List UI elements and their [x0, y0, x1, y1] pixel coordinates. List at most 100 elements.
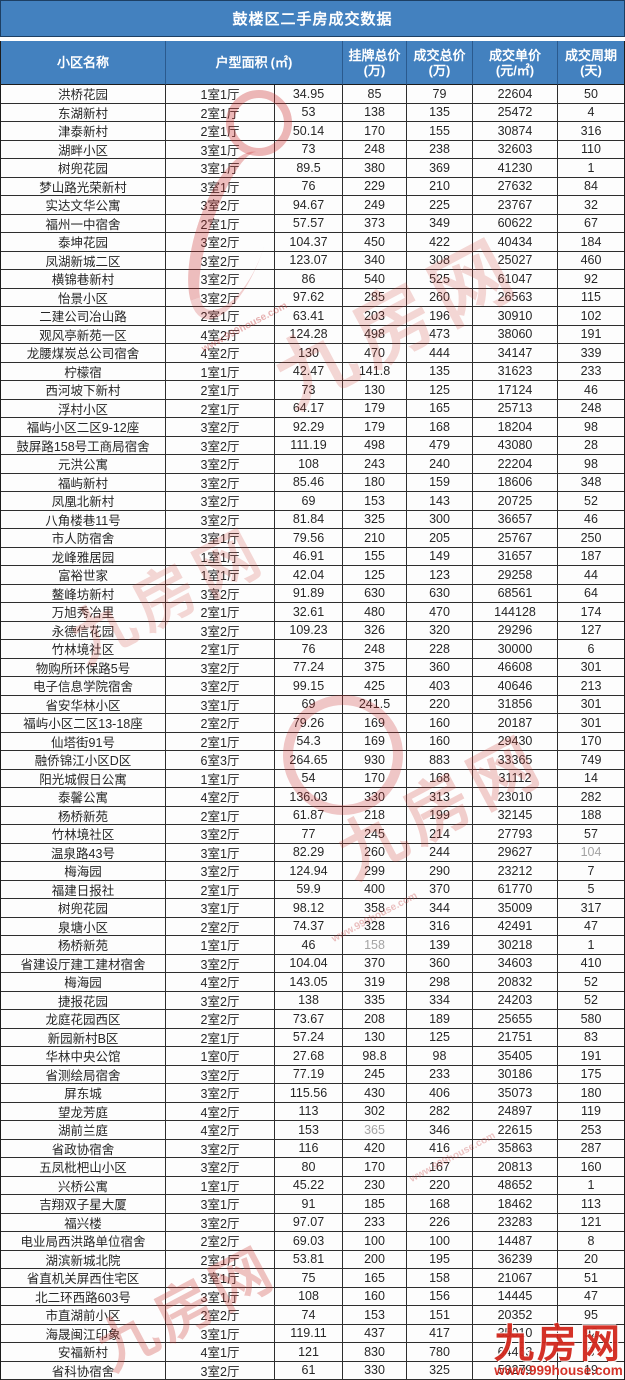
table-cell: 403	[407, 677, 473, 696]
community-name-cell: 福屿小区二区9-12座	[1, 418, 166, 437]
table-cell: 260	[343, 843, 407, 862]
community-name-cell: 富裕世家	[1, 566, 166, 585]
community-name-cell: 海晟闽江印象	[1, 1324, 166, 1343]
table-cell: 245	[343, 825, 407, 844]
table-cell: 3室1厅	[166, 177, 275, 196]
table-cell: 47	[558, 1288, 624, 1306]
table-row: 福屿小区二区13-18座 2室2厅 79.26 169 160 20187 301	[1, 714, 624, 733]
table-row: 省政协宿舍 3室2厅 116 420 416 35863 287	[1, 1139, 624, 1158]
table-cell: 195	[407, 1250, 473, 1269]
community-name-cell: 北二环西路603号	[1, 1287, 166, 1306]
table-cell: 168	[407, 769, 473, 788]
table-row: 泰馨公寓 4室2厅 136.03 330 313 23010 282	[1, 788, 624, 807]
table-cell: 57	[558, 825, 624, 844]
table-cell: 241.5	[343, 695, 407, 714]
community-name-cell: 市直湖前小区	[1, 1306, 166, 1325]
community-name-cell: 津泰新村	[1, 122, 166, 141]
table-cell: 35009	[473, 899, 558, 918]
table-cell: 35863	[473, 1139, 558, 1158]
table-cell: 185	[343, 1195, 407, 1214]
table-cell: 417	[407, 1324, 473, 1343]
table-row: 元洪公寓 3室2厅 108 243 240 22204 98	[1, 455, 624, 474]
table-cell: 3室1厅	[166, 1269, 275, 1288]
table-cell: 287	[558, 1140, 624, 1158]
table-cell: 444	[407, 344, 473, 363]
table-cell: 1室1厅	[166, 769, 275, 788]
page-title: 鼓楼区二手房成交数据	[232, 11, 393, 28]
table-cell: 69	[275, 492, 343, 511]
table-cell: 144128	[473, 603, 558, 622]
community-name-cell: 凤凰北新村	[1, 492, 166, 511]
header-label: 成交周期	[564, 47, 617, 63]
header-community-name: 小区名称	[1, 41, 166, 85]
table-cell: 189	[407, 1010, 473, 1029]
table-row: 市直湖前小区 2室2厅 74 153 151 20352 95	[1, 1306, 624, 1325]
table-row: 安福新村 4室1厅 121 830 780 64463 3	[1, 1343, 624, 1362]
table-cell: 249	[343, 196, 407, 215]
table-cell: 4	[558, 104, 624, 122]
table-cell: 2室1厅	[166, 122, 275, 141]
community-name-cell: 梦山路光荣新村	[1, 177, 166, 196]
table-cell: 3室2厅	[166, 1139, 275, 1158]
table-cell: 4室2厅	[166, 325, 275, 344]
table-cell: 375	[343, 658, 407, 677]
table-row: 泉塘小区 2室2厅 74.37 328 316 42491 47	[1, 917, 624, 936]
table-cell: 85.46	[275, 473, 343, 492]
table-cell: 3室2厅	[166, 1361, 275, 1380]
table-cell: 2室2厅	[166, 1010, 275, 1029]
table-cell: 24897	[473, 1102, 558, 1121]
community-name-cell: 怡景小区	[1, 288, 166, 307]
table-cell: 373	[343, 214, 407, 233]
table-cell: 300	[407, 510, 473, 529]
table-cell: 360	[407, 954, 473, 973]
table-cell: 3室2厅	[166, 677, 275, 696]
table-cell: 3室1厅	[166, 140, 275, 159]
table-cell: 370	[407, 880, 473, 899]
table-row: 观风亭新苑一区 4室2厅 124.28 498 473 38060 191	[1, 325, 624, 344]
table-cell: 248	[558, 400, 624, 418]
table-cell: 348	[558, 474, 624, 492]
table-cell: 30874	[473, 122, 558, 141]
table-cell: 400	[343, 880, 407, 899]
community-name-cell: 八角楼巷11号	[1, 510, 166, 529]
table-cell: 2室1厅	[166, 1250, 275, 1269]
table-cell: 226	[407, 1213, 473, 1232]
table-cell: 282	[558, 788, 624, 807]
community-name-cell: 龙庭花园西区	[1, 1010, 166, 1029]
table-cell: 113	[275, 1102, 343, 1121]
table-cell: 4室2厅	[166, 344, 275, 363]
table-row: 树兜花园 3室1厅 89.5 380 369 41230 1	[1, 159, 624, 178]
table-row: 望龙芳庭 4室2厅 113 302 282 24897 119	[1, 1102, 624, 1121]
table-row: 龙峰雅居园 1室1厅 46.91 155 149 31657 187	[1, 547, 624, 566]
table-cell: 3室1厅	[166, 843, 275, 862]
table-cell: 2室1厅	[166, 603, 275, 622]
table-cell: 21067	[473, 1269, 558, 1288]
table-cell: 2室1厅	[166, 307, 275, 326]
table-row: 湖前兰庭 4室2厅 153 365 346 22615 253	[1, 1121, 624, 1140]
table-row: 梅海园 3室2厅 124.94 299 290 23212 7	[1, 862, 624, 881]
table-cell: 138	[275, 991, 343, 1010]
table-cell: 100	[343, 1232, 407, 1251]
table-cell: 139	[407, 936, 473, 955]
table-cell: 23283	[473, 1213, 558, 1232]
table-cell: 80	[275, 1158, 343, 1177]
table-cell: 160	[407, 714, 473, 733]
table-cell: 479	[407, 436, 473, 455]
table-cell: 308	[407, 251, 473, 270]
table-cell: 111.19	[275, 436, 343, 455]
table-cell: 328	[343, 917, 407, 936]
table-row: 富裕世家 1室1厅 42.04 125 123 29258 44	[1, 566, 624, 585]
table-cell: 74	[275, 1306, 343, 1325]
table-cell: 3室2厅	[166, 991, 275, 1010]
table-cell: 188	[558, 807, 624, 825]
table-cell: 141.8	[343, 362, 407, 381]
table-row: 竹林境社区 2室1厅 76 248 228 30000 6	[1, 640, 624, 659]
table-cell: 8	[558, 1232, 624, 1251]
table-cell: 51	[558, 1269, 624, 1288]
table-cell: 18606	[473, 473, 558, 492]
table-cell: 40434	[473, 233, 558, 252]
table-cell: 3	[558, 1343, 624, 1362]
community-name-cell: 电业局西洪路单位宿舍	[1, 1232, 166, 1251]
table-cell: 420	[343, 1139, 407, 1158]
table-cell: 130	[275, 344, 343, 363]
